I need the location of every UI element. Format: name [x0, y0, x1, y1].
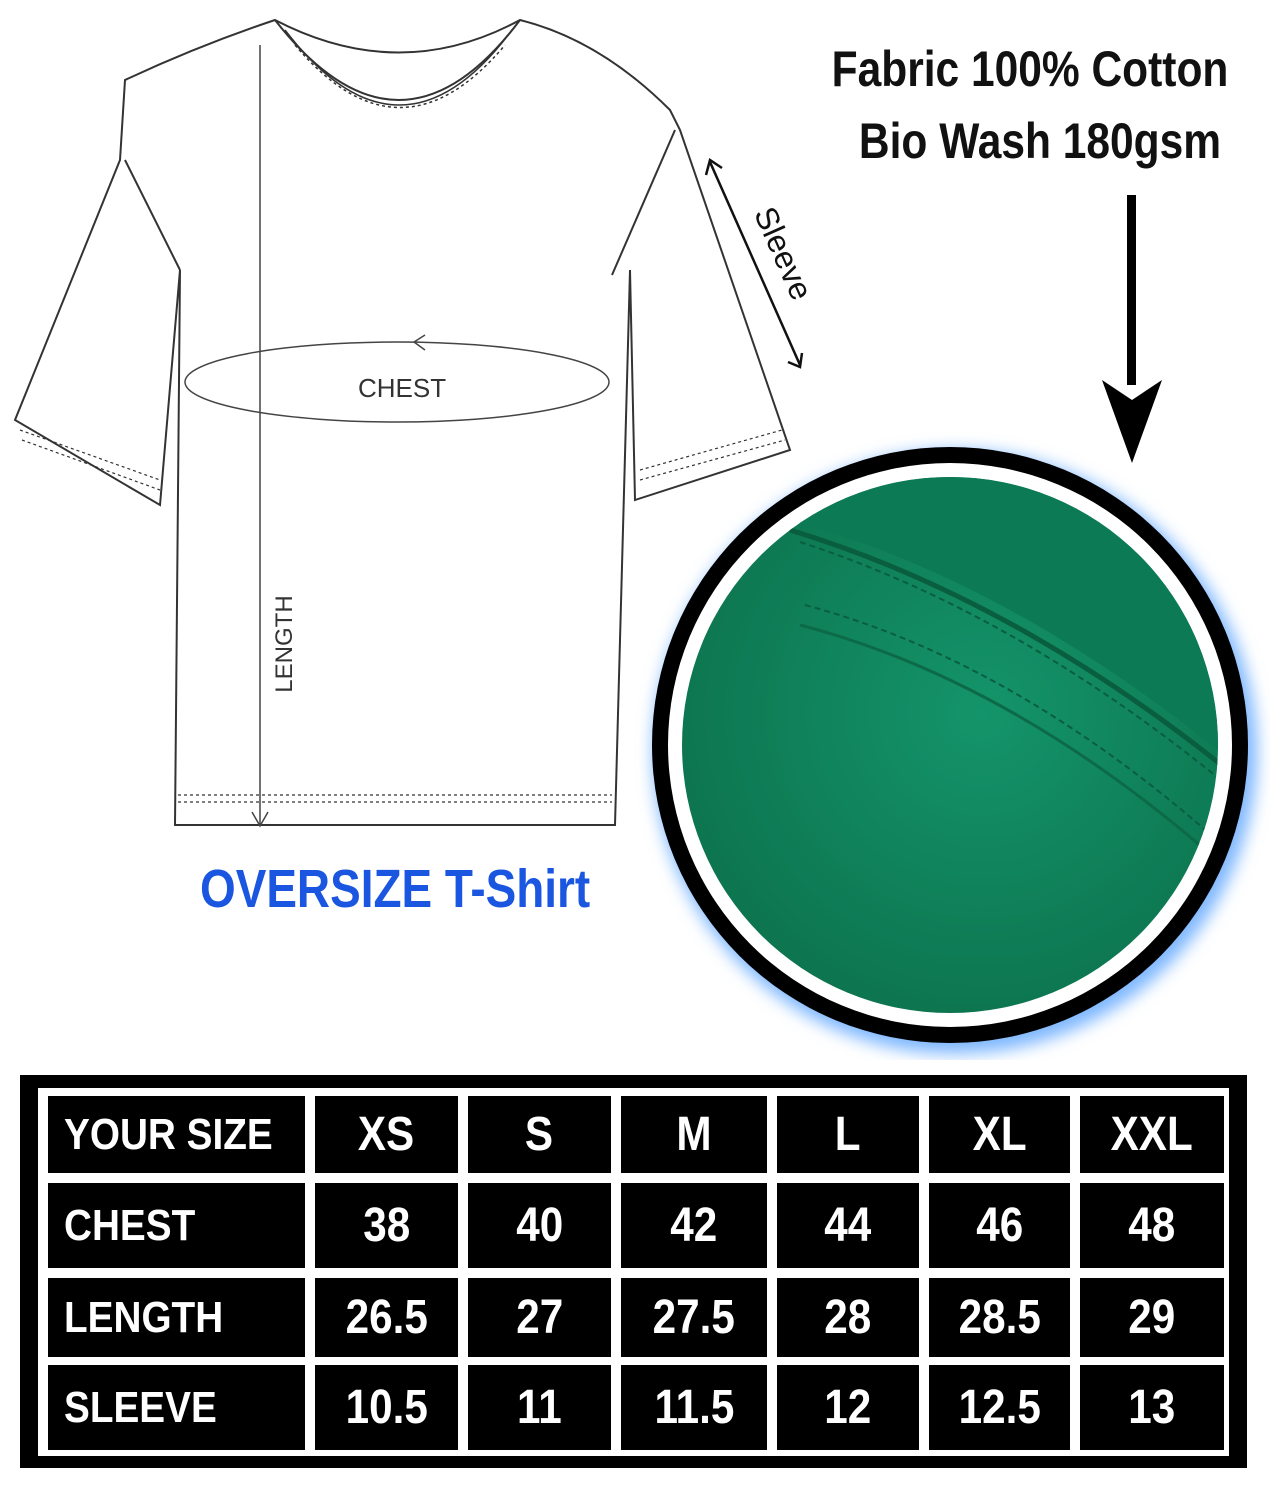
- cell-text: CHEST: [64, 1200, 196, 1250]
- row-label-cell: LENGTH: [48, 1278, 305, 1357]
- cell-text: 12: [824, 1381, 872, 1434]
- product-title: OVERSIZE T-Shirt: [200, 859, 591, 919]
- measurement-cell: 10.5: [315, 1365, 458, 1450]
- cell-text: 38: [363, 1199, 410, 1252]
- cell-text: SLEEVE: [64, 1382, 217, 1432]
- cell-text: YOUR SIZE: [64, 1109, 273, 1159]
- measurement-cell: 40: [468, 1183, 611, 1268]
- cell-text: XL: [972, 1108, 1027, 1161]
- size-header-cell: XL: [929, 1096, 1070, 1173]
- cell-text: 26.5: [345, 1291, 428, 1344]
- cell-text: 27: [516, 1291, 563, 1344]
- measurement-cell: 27.5: [621, 1278, 767, 1357]
- size-chart-table: YOUR SIZE XS S M L XL XXL CHEST 38 40 42 44 46 48 LENG…: [20, 1075, 1247, 1468]
- arrow-down-icon: [1102, 195, 1162, 463]
- size-header-cell: XS: [315, 1096, 458, 1173]
- cell-text: 29: [1128, 1291, 1176, 1344]
- cell-text: 44: [824, 1199, 872, 1252]
- measurement-cell: 46: [929, 1183, 1070, 1268]
- measurement-cell: 13: [1080, 1365, 1224, 1450]
- cell-text: 46: [976, 1199, 1023, 1252]
- measurement-cell: 48: [1080, 1183, 1224, 1268]
- cell-text: 40: [516, 1199, 563, 1252]
- measurement-cell: 44: [777, 1183, 919, 1268]
- row-label-cell: SLEEVE: [48, 1365, 305, 1450]
- length-label: LENGTH: [271, 595, 298, 693]
- header-label-cell: YOUR SIZE: [48, 1096, 305, 1173]
- measurement-cell: 11.5: [621, 1365, 767, 1450]
- cell-text: M: [676, 1108, 712, 1161]
- fabric-closeup-image: [652, 447, 1257, 1054]
- chest-label: CHEST: [358, 373, 447, 403]
- measurement-cell: 38: [315, 1183, 458, 1268]
- cell-text: 10.5: [345, 1381, 428, 1434]
- size-header-cell: M: [621, 1096, 767, 1173]
- cell-text: 42: [670, 1199, 718, 1252]
- cell-text: LENGTH: [64, 1292, 224, 1342]
- cell-text: 12.5: [958, 1381, 1041, 1434]
- cell-text: 28.5: [958, 1291, 1041, 1344]
- cell-text: S: [525, 1108, 554, 1161]
- cell-text: 27.5: [652, 1291, 736, 1344]
- cell-text: 28: [824, 1291, 872, 1344]
- measurement-cell: 27: [468, 1278, 611, 1357]
- measurement-cell: 12: [777, 1365, 919, 1450]
- size-header-cell: S: [468, 1096, 611, 1173]
- fabric-line-2: Bio Wash 180gsm: [858, 113, 1222, 169]
- measurement-cell: 11: [468, 1365, 611, 1450]
- tshirt-diagram: [13, 18, 804, 828]
- row-label-cell: CHEST: [48, 1183, 305, 1268]
- cell-text: 11.5: [654, 1381, 734, 1434]
- measurement-cell: 29: [1080, 1278, 1224, 1357]
- measurement-cell: 12.5: [929, 1365, 1070, 1450]
- cell-text: XS: [358, 1108, 415, 1161]
- cell-text: 13: [1128, 1381, 1176, 1434]
- cell-text: L: [835, 1108, 861, 1161]
- size-header-cell: XXL: [1080, 1096, 1224, 1173]
- fabric-line-1: Fabric 100% Cotton: [831, 41, 1229, 97]
- measurement-cell: 28.5: [929, 1278, 1070, 1357]
- cell-text: XXL: [1110, 1108, 1194, 1161]
- cell-text: 48: [1128, 1199, 1176, 1252]
- measurement-cell: 42: [621, 1183, 767, 1268]
- measurement-cell: 26.5: [315, 1278, 458, 1357]
- measurement-cell: 28: [777, 1278, 919, 1357]
- size-header-cell: L: [777, 1096, 919, 1173]
- cell-text: 11: [517, 1381, 562, 1434]
